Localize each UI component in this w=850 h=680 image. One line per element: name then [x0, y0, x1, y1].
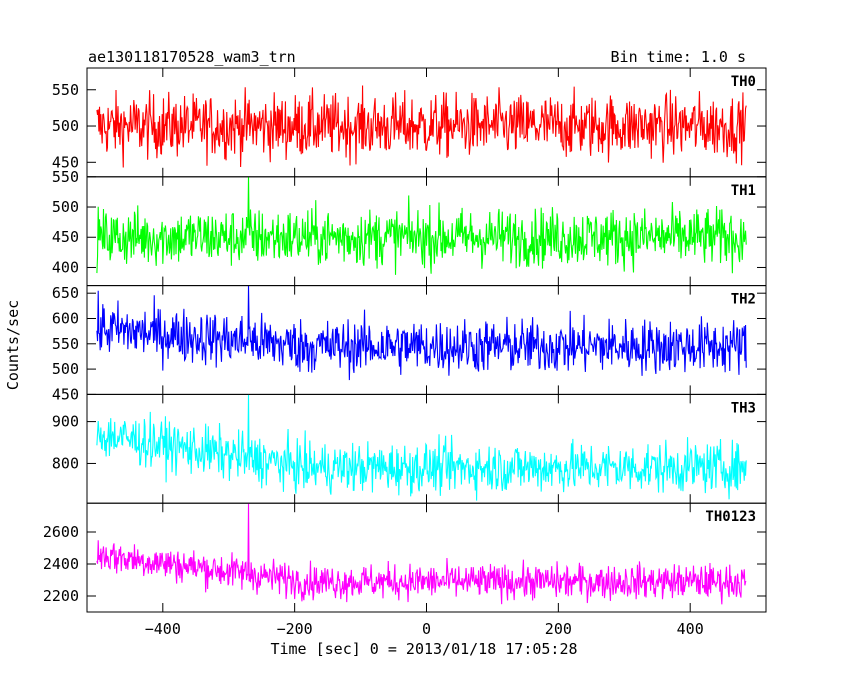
- y-tick-label: 500: [52, 360, 79, 378]
- series-line-th0: [96, 85, 747, 168]
- panel-frame: [86, 502, 767, 613]
- y-tick-label: 800: [52, 454, 79, 472]
- panels-group: 450 500 550 TH0 400 450 500 550 TH1 450 500 550 600 6…: [43, 67, 767, 638]
- x-axis-title: Time [sec] 0 = 2013/01/18 17:05:28: [270, 640, 577, 658]
- panel-label: TH0: [731, 74, 756, 90]
- y-tick-label: 550: [52, 335, 79, 353]
- series-line-th3: [96, 394, 747, 501]
- x-tick-label: 200: [545, 620, 572, 638]
- panel-th0123: 2200 2400 2600 TH0123: [43, 502, 767, 613]
- y-tick-label: 2200: [43, 587, 79, 605]
- panel-th3: 800 900 TH3: [52, 393, 767, 504]
- x-tick-label: −200: [277, 620, 313, 638]
- panel-th0: 450 500 550 TH0: [52, 67, 767, 178]
- y-tick-label: 900: [52, 413, 79, 431]
- y-tick-label: 550: [52, 81, 79, 99]
- x-tick-label: 400: [677, 620, 704, 638]
- panel-label: TH2: [731, 292, 756, 308]
- x-tick-label: 0: [422, 620, 431, 638]
- y-tick-label: 450: [52, 228, 79, 246]
- chart-title: ae130118170528_wam3_trn: [88, 48, 296, 66]
- y-tick-label: 650: [52, 284, 79, 302]
- y-tick-label: 500: [52, 117, 79, 135]
- panel-th2: 450 500 550 600 650 TH2: [52, 284, 767, 403]
- y-axis-title: Counts/sec: [4, 300, 22, 390]
- y-tick-label: 2400: [43, 555, 79, 573]
- panel-label: TH3: [731, 400, 756, 416]
- bin-time-label: Bin time: 1.0 s: [611, 48, 746, 66]
- y-tick-label: 400: [52, 258, 79, 276]
- y-tick-label: 450: [52, 153, 79, 171]
- y-tick-label: 500: [52, 198, 79, 216]
- y-tick-label: 450: [52, 385, 79, 403]
- x-tick-label: −400: [145, 620, 181, 638]
- y-tick-label: 2600: [43, 523, 79, 541]
- y-tick-label: 550: [52, 168, 79, 186]
- panel-label: TH0123: [705, 509, 756, 525]
- series-line-th2: [96, 285, 747, 381]
- series-line-th0123: [96, 503, 747, 605]
- panel-th1: 400 450 500 550 TH1: [52, 168, 767, 287]
- y-tick-label: 600: [52, 309, 79, 327]
- series-line-th1: [96, 176, 747, 275]
- panel-label: TH1: [731, 183, 756, 199]
